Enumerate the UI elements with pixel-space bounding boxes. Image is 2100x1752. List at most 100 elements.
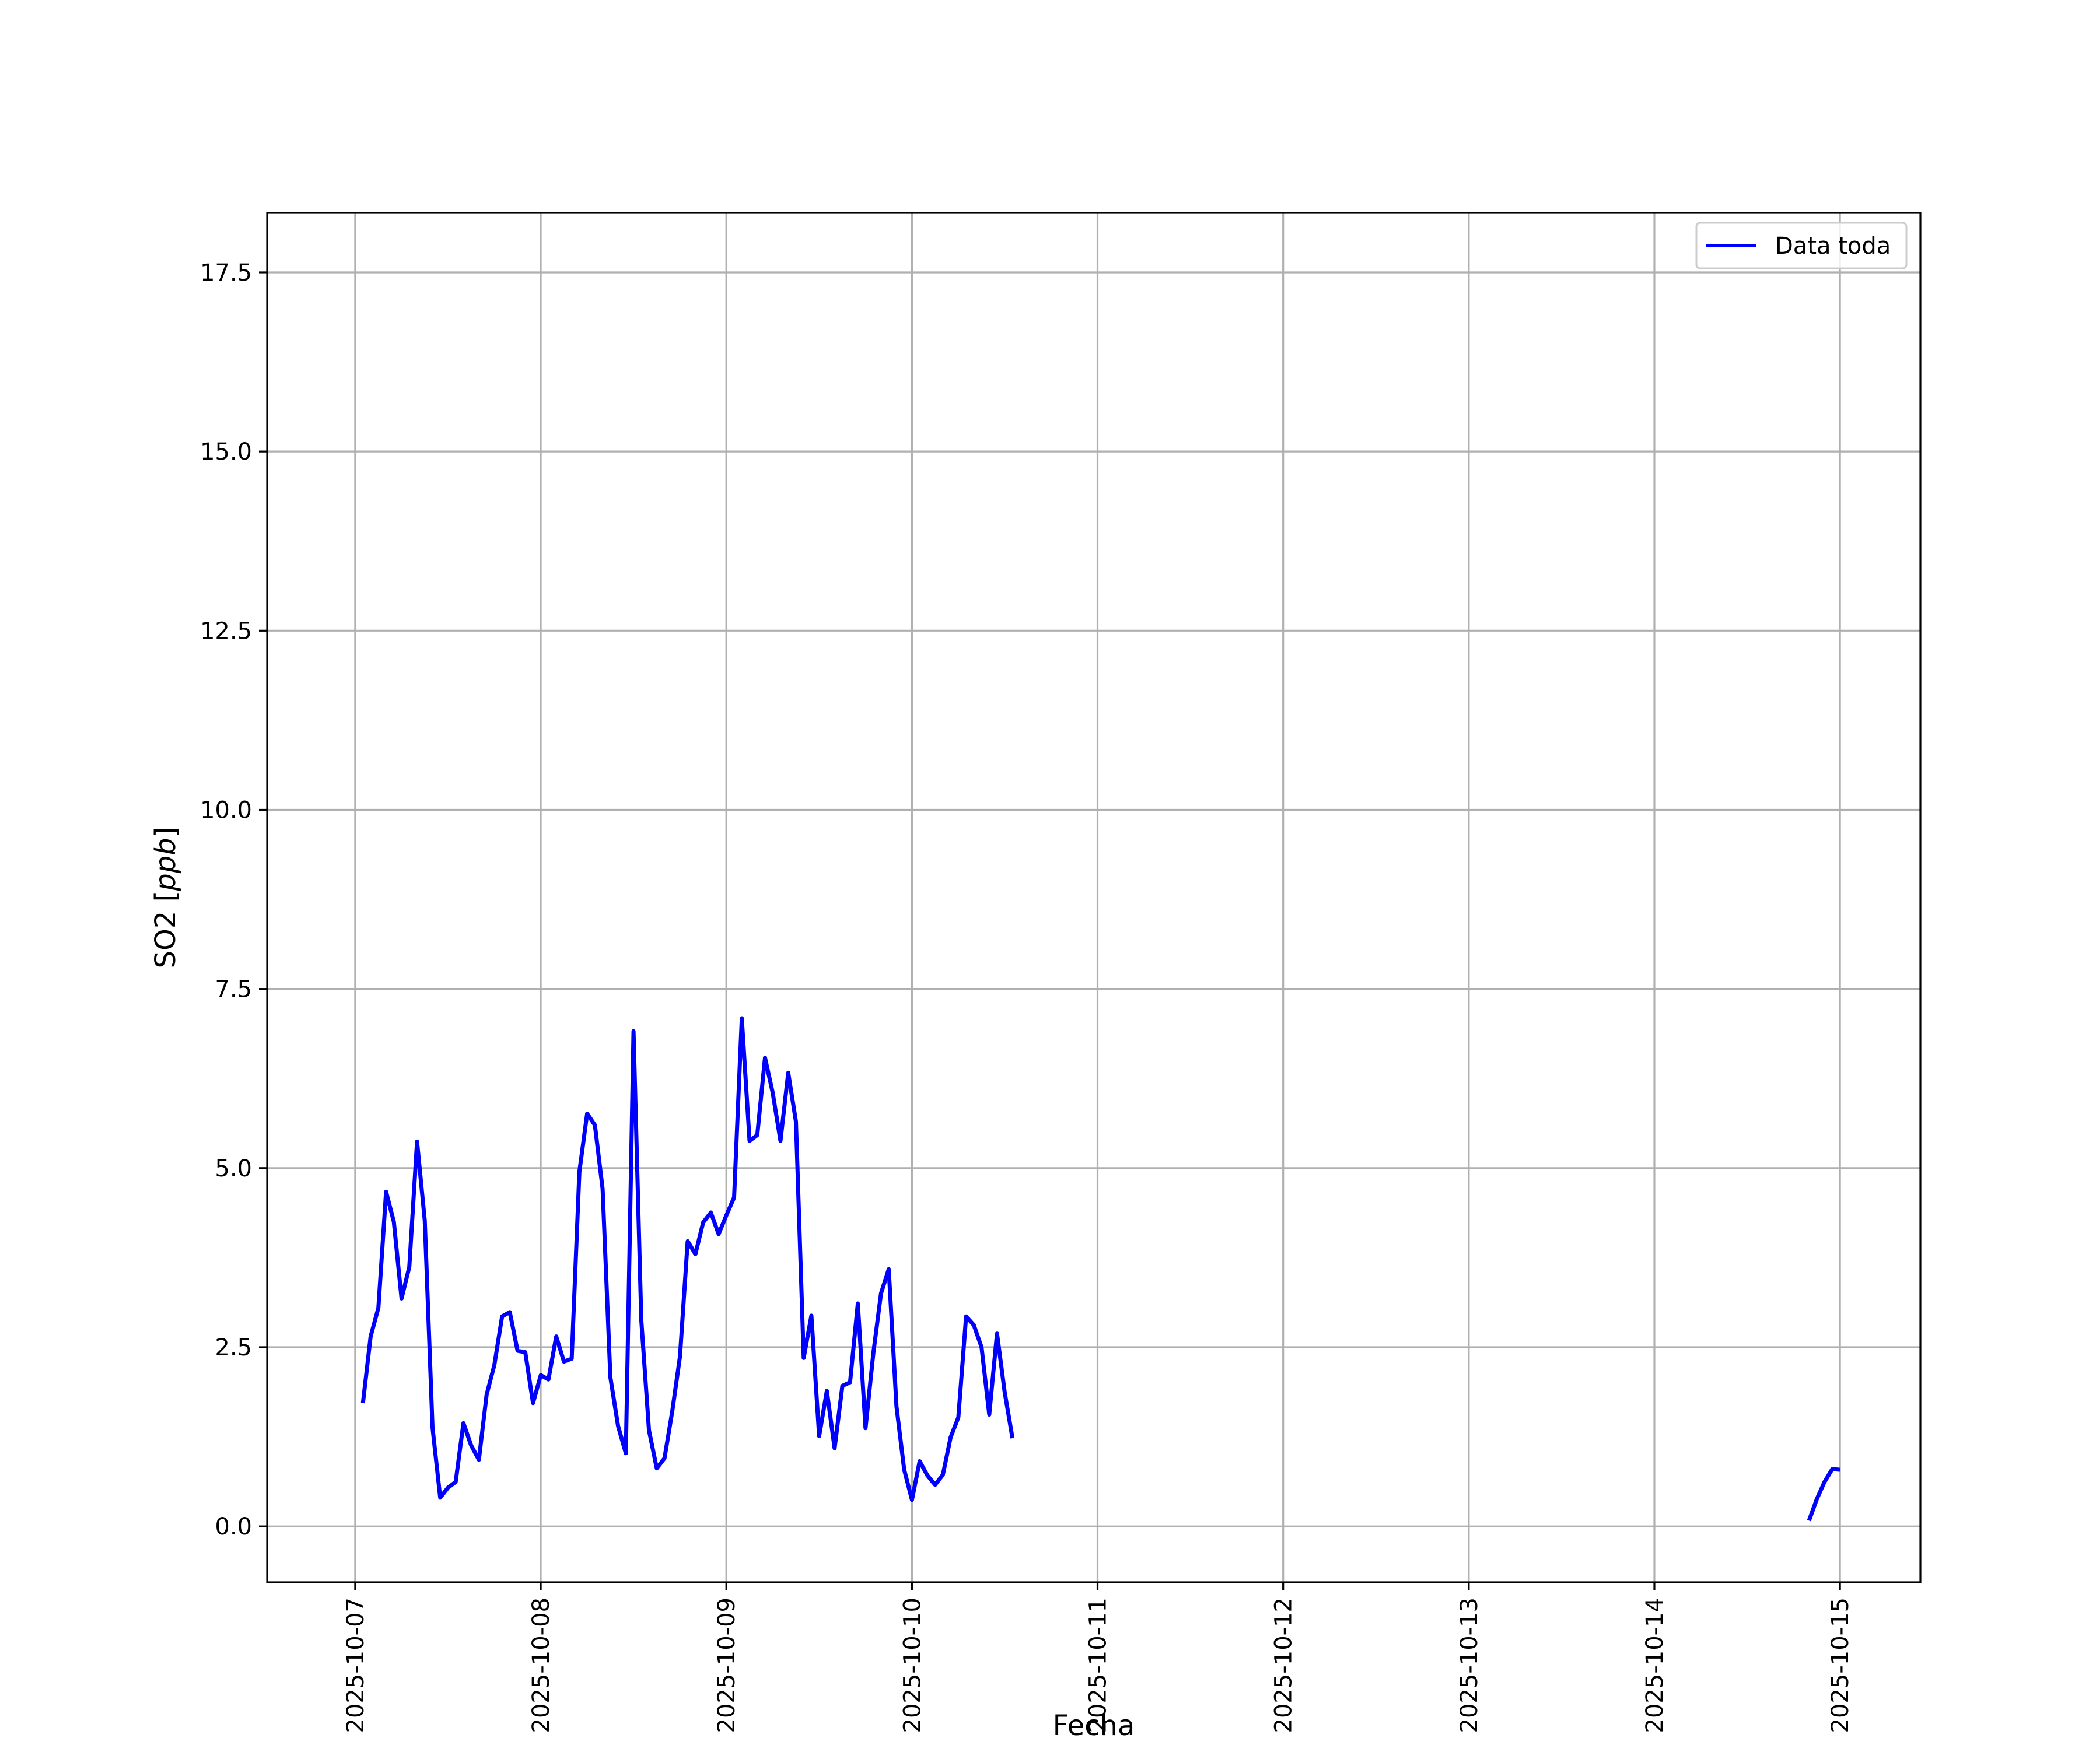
data-point	[484, 1392, 489, 1397]
data-point	[940, 1472, 946, 1478]
data-point	[538, 1372, 544, 1378]
data-point	[669, 1409, 675, 1415]
data-point	[770, 1090, 776, 1096]
data-point	[808, 1313, 814, 1319]
data-point	[662, 1455, 667, 1461]
data-point	[948, 1435, 954, 1441]
data-point	[554, 1334, 559, 1340]
data-point	[932, 1482, 938, 1488]
y-tick-label: 10.0	[200, 797, 252, 824]
axis-ticks: 2025-10-07 2025-10-08 2025-10-09 2025-10-10…	[200, 260, 1854, 1733]
x-tick-label: 2025-10-14	[1642, 1597, 1668, 1733]
data-point	[685, 1238, 691, 1244]
y-axis-title-unit: ppb	[149, 838, 182, 891]
x-tick-label: 2025-10-11	[1085, 1597, 1112, 1733]
data-point	[963, 1313, 969, 1319]
data-point	[530, 1400, 536, 1406]
data-point	[422, 1218, 428, 1224]
data-point	[445, 1485, 451, 1491]
data-point	[646, 1428, 652, 1434]
x-tick-label: 2025-10-15	[1827, 1597, 1854, 1733]
data-point	[638, 1317, 644, 1323]
x-axis-title: Fecha	[1053, 1709, 1135, 1742]
data-point	[700, 1220, 706, 1225]
data-point	[592, 1122, 598, 1128]
data-point	[925, 1473, 930, 1478]
y-tick-label: 7.5	[215, 976, 252, 1003]
data-point	[623, 1450, 629, 1456]
plot-frame	[266, 212, 1922, 1583]
data-point	[1822, 1479, 1828, 1485]
data-point	[438, 1495, 443, 1501]
data-point	[398, 1295, 404, 1301]
data-point	[956, 1414, 961, 1420]
data-point	[1837, 1467, 1843, 1473]
data-point	[492, 1362, 498, 1368]
data-point	[461, 1420, 467, 1426]
data-point	[615, 1423, 621, 1429]
data-point	[832, 1445, 838, 1451]
data-point	[1814, 1497, 1819, 1502]
data-point	[801, 1355, 807, 1361]
legend: Data toda	[1695, 222, 1908, 269]
x-tick-label: 2025-10-07	[342, 1597, 369, 1733]
y-axis-title: SO2 [ppb]	[149, 827, 182, 969]
data-point	[407, 1264, 412, 1270]
series-line	[360, 1016, 1015, 1502]
data-point	[762, 1055, 768, 1061]
data-point	[1010, 1435, 1016, 1441]
legend-label: Data toda	[1775, 233, 1891, 260]
data-point	[979, 1344, 985, 1350]
y-tick-label: 17.5	[200, 260, 252, 286]
data-point	[499, 1313, 505, 1319]
data-point	[886, 1266, 892, 1272]
data-point	[847, 1379, 853, 1385]
x-tick-label: 2025-10-09	[713, 1597, 740, 1733]
x-tick-label: 2025-10-12	[1270, 1597, 1297, 1733]
data-point	[863, 1425, 869, 1431]
data-point	[545, 1376, 551, 1382]
data-point	[1806, 1518, 1812, 1523]
data-point	[901, 1467, 907, 1473]
series-line	[1807, 1467, 1840, 1522]
data-point	[754, 1132, 760, 1138]
data-point	[986, 1412, 992, 1418]
data-point	[909, 1497, 915, 1503]
data-point	[468, 1442, 474, 1448]
data-point	[453, 1479, 459, 1485]
data-point	[430, 1425, 436, 1431]
data-point	[917, 1458, 923, 1464]
data-point	[894, 1404, 900, 1410]
data-point	[600, 1186, 606, 1192]
data-point	[607, 1375, 613, 1380]
y-tick-label: 12.5	[200, 618, 252, 644]
data-point	[692, 1251, 698, 1257]
data-point	[507, 1309, 513, 1315]
grid-lines	[267, 213, 1920, 1582]
data-point	[816, 1433, 822, 1439]
data-point	[739, 1015, 745, 1021]
data-point	[778, 1138, 783, 1144]
y-tick-label: 15.0	[200, 439, 252, 465]
data-point	[561, 1359, 567, 1365]
data-point	[878, 1291, 884, 1297]
data-point	[723, 1213, 729, 1218]
data-point	[677, 1354, 683, 1359]
data-point	[376, 1305, 382, 1311]
data-point	[523, 1350, 528, 1355]
y-tick-label: 5.0	[215, 1155, 252, 1182]
data-point	[1002, 1389, 1007, 1395]
data-point	[576, 1169, 582, 1175]
data-point	[360, 1400, 366, 1406]
data-point	[870, 1351, 876, 1357]
data-point	[383, 1189, 389, 1194]
data-point	[824, 1388, 830, 1394]
data-point	[414, 1138, 420, 1144]
data-point	[708, 1210, 714, 1215]
data-point	[732, 1194, 737, 1200]
y-tick-label: 2.5	[215, 1334, 252, 1361]
data-point	[793, 1119, 799, 1124]
series-layer	[360, 1015, 1843, 1523]
